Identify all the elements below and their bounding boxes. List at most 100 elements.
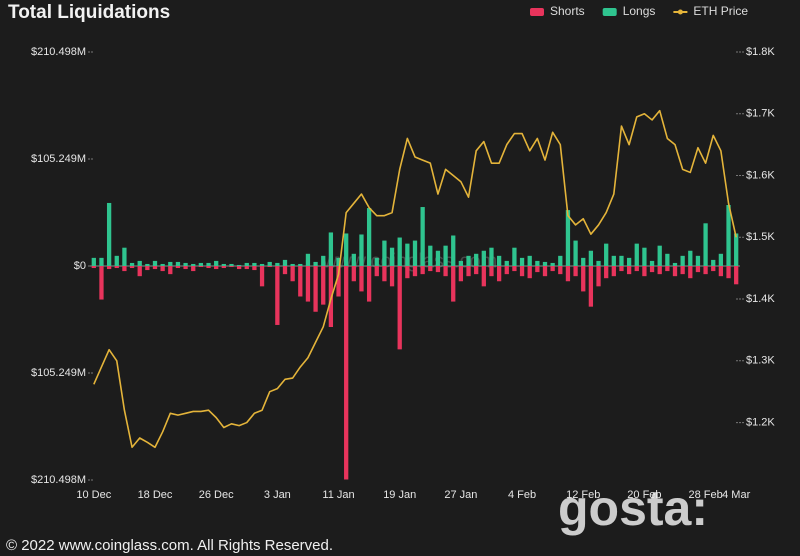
bar — [573, 240, 578, 266]
bar — [535, 266, 540, 273]
bar — [474, 266, 479, 275]
price-line — [93, 109, 737, 449]
bar — [389, 247, 395, 266]
chart-title: Total Liquidations — [8, 2, 170, 23]
bar — [565, 210, 571, 266]
bar — [496, 255, 502, 266]
legend-marker — [602, 8, 617, 16]
bar — [145, 263, 150, 266]
bar — [221, 263, 226, 266]
bar — [466, 255, 471, 266]
bar — [496, 266, 502, 282]
bar — [137, 266, 142, 277]
bar — [649, 260, 655, 266]
bar — [122, 266, 127, 272]
bar — [703, 223, 708, 266]
bar — [114, 255, 119, 266]
y-tick-label: $210.498M — [31, 46, 86, 58]
bar — [298, 266, 303, 297]
bar — [581, 266, 586, 292]
bar — [420, 266, 425, 275]
bar — [259, 266, 265, 287]
legend-label: Shorts — [550, 4, 585, 18]
bar — [191, 263, 196, 266]
bar — [214, 266, 219, 270]
bar — [405, 243, 410, 266]
bar — [558, 255, 563, 266]
x-tick-label: 27 Jan — [444, 489, 477, 501]
bar — [321, 266, 326, 305]
y2-tick-label: $1.7K — [746, 108, 775, 120]
bar — [129, 266, 135, 269]
bar — [359, 234, 364, 266]
bar — [428, 245, 433, 266]
bar — [160, 266, 165, 272]
y2-tick-label: $1.5K — [746, 231, 775, 243]
bar — [412, 240, 418, 266]
bar — [688, 266, 693, 279]
bar — [99, 266, 104, 300]
bar — [626, 266, 632, 275]
bar — [588, 266, 594, 307]
bar — [435, 266, 441, 273]
bar — [305, 266, 311, 302]
bar — [129, 262, 135, 266]
bar — [558, 266, 563, 275]
bar — [634, 266, 639, 272]
bar — [366, 266, 372, 302]
bar — [718, 266, 724, 277]
bar — [542, 261, 548, 266]
bar — [734, 233, 739, 266]
bar — [642, 266, 647, 277]
bar — [229, 263, 234, 266]
bar — [611, 255, 616, 266]
bar — [137, 260, 142, 266]
bar — [168, 261, 173, 266]
bar — [382, 266, 387, 282]
legend-label: Longs — [623, 4, 656, 18]
x-tick-label: 10 Dec — [76, 489, 111, 501]
bar — [711, 259, 716, 266]
bar — [168, 266, 173, 275]
bar — [106, 266, 112, 270]
bar — [634, 243, 639, 266]
bar — [191, 266, 196, 272]
bar — [611, 266, 616, 277]
bar — [290, 263, 295, 266]
bar — [282, 259, 288, 266]
bar — [581, 257, 586, 266]
bar — [588, 250, 594, 266]
bar — [519, 266, 525, 277]
bar — [198, 266, 204, 268]
bar — [252, 262, 257, 266]
bar — [604, 266, 609, 279]
watermark: gosta: — [558, 480, 708, 536]
bar — [175, 261, 181, 266]
y2-tick-label: $1.3K — [746, 355, 775, 367]
bar — [336, 266, 341, 297]
bar — [152, 266, 158, 270]
bar — [221, 266, 226, 269]
bar — [183, 262, 188, 266]
bar — [412, 266, 418, 277]
bar — [397, 266, 402, 350]
bar — [466, 266, 471, 277]
bar — [290, 266, 295, 282]
bar — [504, 266, 509, 275]
x-tick-label: 12 Feb — [566, 489, 600, 501]
bar — [573, 266, 578, 277]
bar — [711, 266, 716, 272]
bar — [726, 266, 731, 279]
bar — [642, 247, 647, 266]
bar — [672, 266, 678, 277]
bar — [397, 237, 402, 266]
bar — [527, 255, 532, 266]
bar — [672, 262, 678, 266]
bar — [389, 266, 395, 287]
bar — [152, 260, 158, 266]
bar — [236, 264, 242, 266]
legend-marker — [677, 9, 683, 15]
bar — [665, 266, 670, 272]
bar — [458, 260, 464, 266]
